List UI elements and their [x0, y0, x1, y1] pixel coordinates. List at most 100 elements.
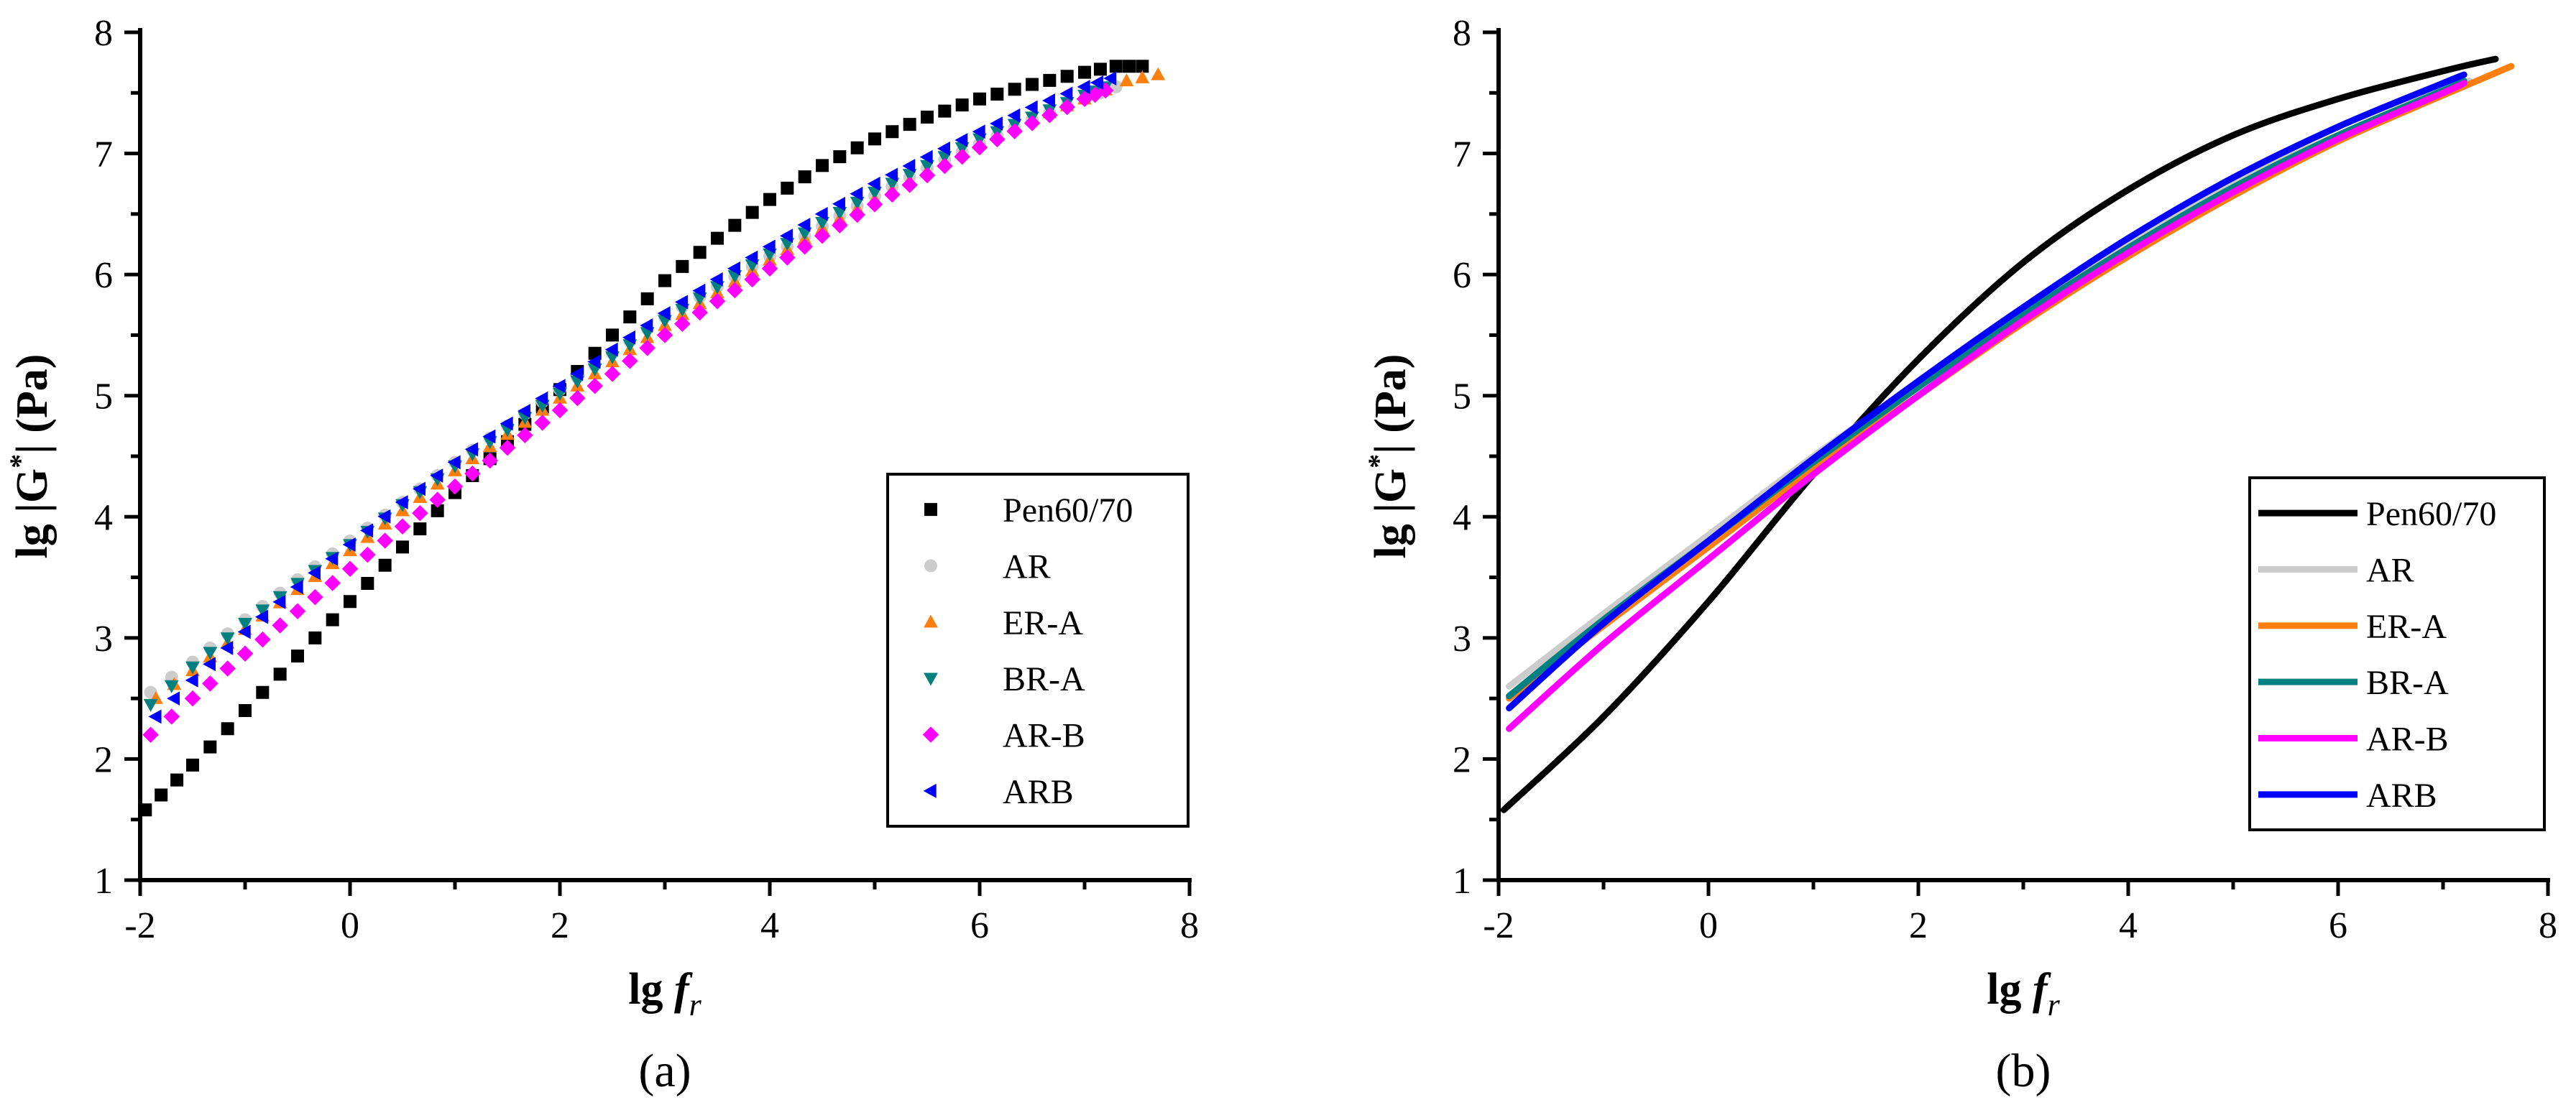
y-tick-label: 8	[1453, 13, 1471, 54]
data-point	[833, 150, 847, 164]
data-point	[220, 641, 234, 655]
y-tick-label: 8	[94, 13, 113, 54]
y-tick-label: 7	[94, 134, 113, 175]
data-point	[884, 186, 901, 203]
data-point	[342, 537, 356, 552]
data-point	[534, 415, 551, 431]
data-point	[221, 722, 234, 736]
x-tick-label: -2	[1483, 905, 1514, 946]
data-point	[919, 167, 936, 184]
data-point	[517, 427, 533, 444]
panel-caption: (a)	[638, 1045, 691, 1097]
data-point	[1076, 91, 1093, 107]
data-point	[587, 354, 601, 369]
y-tick-label: 4	[1453, 497, 1471, 538]
data-point	[307, 588, 323, 606]
data-point	[535, 391, 548, 406]
y-tick-label: 3	[94, 619, 113, 660]
data-point	[604, 366, 621, 382]
data-point	[413, 522, 427, 536]
data-point	[832, 217, 848, 234]
data-point	[693, 246, 707, 259]
data-point	[814, 227, 831, 244]
data-point	[378, 558, 392, 572]
y-tick-label: 1	[1453, 861, 1471, 902]
data-point	[185, 672, 198, 688]
legend-marker	[924, 503, 937, 517]
data-point	[902, 159, 916, 173]
data-point	[256, 685, 270, 699]
legend-label: BR-A	[2366, 664, 2449, 702]
legend-label: BR-A	[1003, 660, 1085, 698]
data-point	[989, 116, 1003, 131]
data-point	[569, 389, 586, 407]
data-point	[164, 680, 179, 693]
data-point	[1041, 106, 1058, 124]
y-tick-label: 2	[1453, 739, 1471, 780]
data-point	[238, 617, 252, 631]
data-point	[990, 87, 1004, 101]
data-point	[290, 580, 303, 594]
data-point	[163, 708, 180, 725]
data-point	[866, 196, 883, 213]
x-tick-label: -2	[124, 905, 155, 946]
data-point	[744, 271, 760, 288]
data-point	[272, 617, 288, 634]
data-point	[1024, 100, 1038, 115]
x-tick-label: 2	[551, 905, 569, 946]
x-tick-label: 0	[1699, 905, 1718, 946]
data-point	[1024, 115, 1041, 131]
data-point	[272, 591, 288, 604]
data-point	[728, 218, 742, 232]
data-point	[324, 575, 341, 591]
y-tick-label: 4	[94, 497, 113, 538]
data-point	[184, 690, 201, 707]
data-point	[552, 379, 566, 394]
data-point	[186, 758, 199, 772]
y-tick-label: 5	[94, 376, 113, 417]
series-line	[1506, 80, 2467, 732]
data-point	[254, 609, 268, 624]
data-point	[359, 523, 373, 538]
data-point	[1109, 60, 1123, 73]
data-point	[272, 594, 286, 609]
data-point	[344, 595, 356, 609]
data-point	[762, 239, 776, 254]
data-point	[745, 205, 759, 219]
data-point	[779, 249, 796, 266]
data-point	[954, 148, 970, 165]
data-point	[1006, 123, 1023, 139]
data-point	[308, 631, 322, 644]
data-point	[1123, 60, 1136, 73]
data-point	[569, 366, 583, 382]
series-line	[1506, 71, 2467, 712]
x-tick-label: 4	[760, 905, 779, 946]
legend-marker	[924, 614, 938, 628]
data-point	[236, 645, 254, 662]
data-point	[155, 788, 168, 802]
legend-marker	[923, 783, 937, 798]
data-point	[622, 330, 635, 345]
data-point	[237, 624, 251, 639]
data-point	[815, 217, 829, 231]
legend-label: ER-A	[2366, 608, 2447, 646]
data-point	[709, 292, 726, 310]
data-point	[1119, 73, 1134, 87]
data-point	[395, 495, 408, 509]
data-point	[361, 577, 374, 590]
data-point	[517, 404, 530, 418]
data-point	[849, 206, 865, 223]
data-point	[901, 177, 918, 193]
legend-marker	[924, 672, 938, 686]
data-point	[1041, 93, 1055, 108]
data-point	[219, 660, 236, 677]
legend-label: AR-B	[2366, 721, 2449, 759]
data-point	[640, 292, 654, 305]
data-point	[482, 429, 496, 444]
data-point	[639, 340, 656, 356]
x-tick-label: 4	[2119, 905, 2138, 946]
data-point	[1135, 70, 1150, 83]
data-point	[396, 540, 409, 554]
data-point	[1136, 60, 1149, 73]
data-point	[886, 125, 899, 139]
